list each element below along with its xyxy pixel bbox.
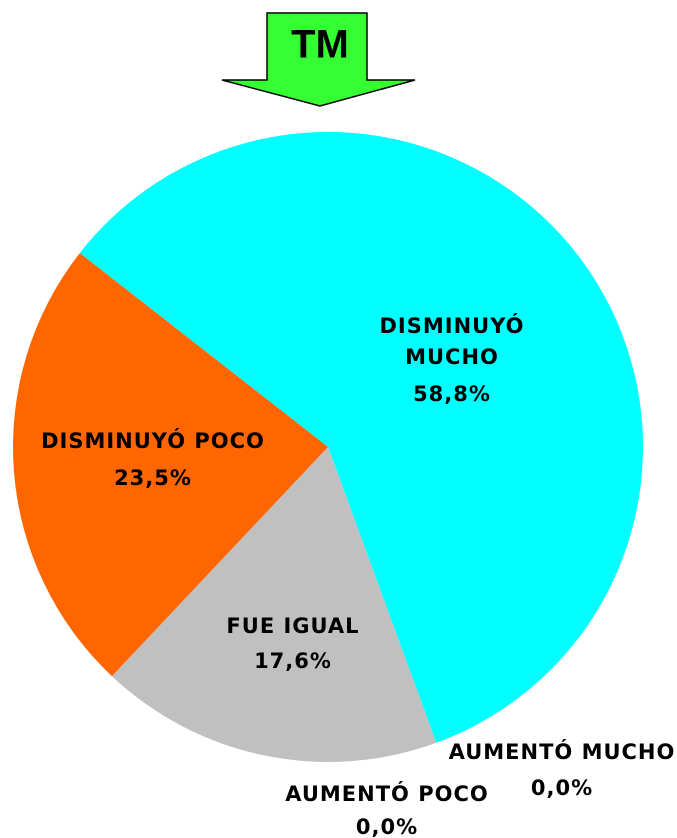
value-label: 23,5% <box>114 466 192 490</box>
pie-slice <box>12 253 328 677</box>
value-label: 0,0% <box>356 815 418 838</box>
slice-label: DISMINUYÓ MUCHO <box>379 313 524 369</box>
value-label: 0,0% <box>531 776 593 800</box>
slice-label: AUMENTÓ POCO <box>285 781 488 806</box>
value-label: 58,8% <box>413 382 491 406</box>
title-arrow <box>221 12 416 107</box>
pie-slice <box>111 447 437 762</box>
slice-label: FUE IGUAL <box>226 614 359 638</box>
slice-label: DISMINUYÓ POCO <box>41 428 265 453</box>
value-label: 17,6% <box>254 649 332 673</box>
slice-label: AUMENTÓ MUCHO <box>449 739 676 764</box>
chart-title: TM <box>291 23 349 67</box>
pie-slice <box>79 132 643 743</box>
